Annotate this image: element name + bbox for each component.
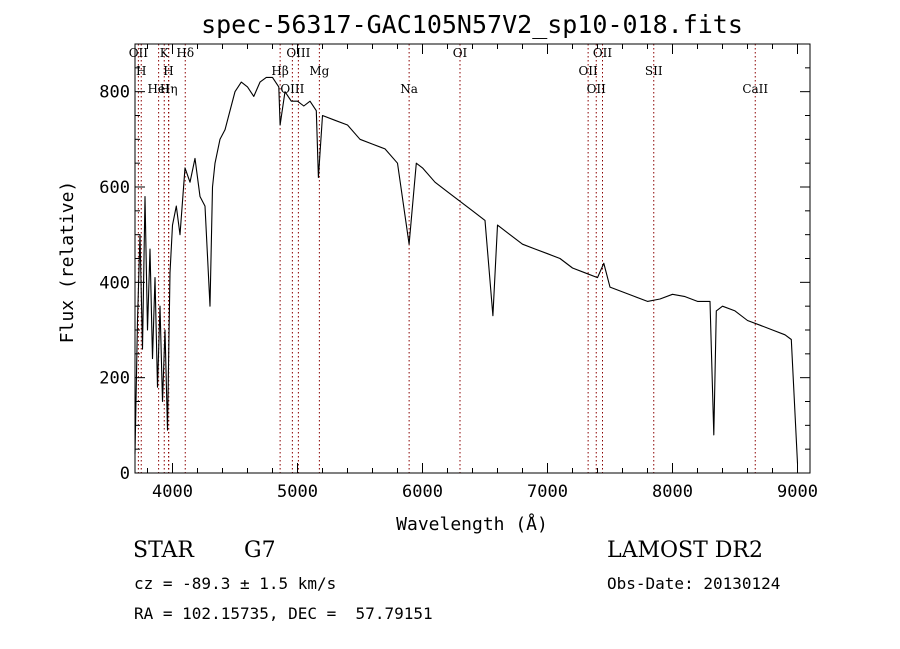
y-tick-label: 200 (99, 369, 130, 389)
plot-frame (134, 43, 811, 474)
x-tick-label: 5000 (277, 482, 318, 502)
line-marker-label: Hβ (271, 64, 288, 78)
line-marker-label: Na (400, 82, 418, 96)
x-axis-label: Wavelength (Å) (396, 513, 548, 535)
line-marker-label: CaII (742, 82, 768, 96)
line-marker-label: H (136, 64, 146, 78)
line-marker-label: Mg (309, 64, 329, 78)
x-tick-label: 6000 (402, 482, 443, 502)
spectrum-line (134, 76, 799, 464)
y-tick-label: 400 (99, 273, 130, 293)
y-axis-label: Flux (relative) (57, 181, 78, 344)
redshift-cz: cz = -89.3 ± 1.5 km/s (134, 574, 337, 593)
observation-date: Obs-Date: 20130124 (607, 574, 781, 593)
line-marker-label: K (160, 46, 170, 60)
y-tick-label: 0 (120, 464, 130, 484)
line-marker-label: OIII (286, 46, 310, 60)
line-marker-label: SII (645, 64, 663, 78)
x-tick-label: 7000 (527, 482, 568, 502)
x-tick-label: 4000 (152, 482, 193, 502)
y-axis: 0 200 400 600 800 (99, 43, 810, 484)
line-marker-label: Hδ (176, 46, 194, 60)
x-axis: 4000 5000 6000 7000 8000 9000 (147, 44, 818, 502)
y-tick-label: 600 (99, 178, 130, 198)
x-tick-label: 9000 (777, 482, 818, 502)
line-marker-label: OII (129, 46, 149, 60)
line-marker-label: OII (578, 64, 598, 78)
marker-labels: OIIHHeIKHHηHδHβOIIIOIIIMgNaOIOIIOIIOIISI… (129, 46, 769, 96)
line-marker-label: OII (587, 82, 607, 96)
y-tick-label: 800 (99, 83, 130, 103)
survey-name: LAMOST DR2 (607, 538, 763, 563)
object-class: STAR (133, 538, 194, 563)
x-tick-label: 8000 (652, 482, 693, 502)
coordinates: RA = 102.15735, DEC = 57.79151 (134, 604, 433, 623)
line-marker-label: Hη (160, 82, 178, 96)
line-marker-label: HeI (147, 82, 170, 96)
line-marker-label: H (163, 64, 173, 78)
chart-title: spec-56317-GAC105N57V2_sp10-018.fits (201, 10, 743, 39)
line-marker-label: OI (453, 46, 468, 60)
object-subclass: G7 (244, 538, 276, 563)
line-marker-label: OIII (280, 82, 304, 96)
line-marker-label: OII (593, 46, 613, 60)
